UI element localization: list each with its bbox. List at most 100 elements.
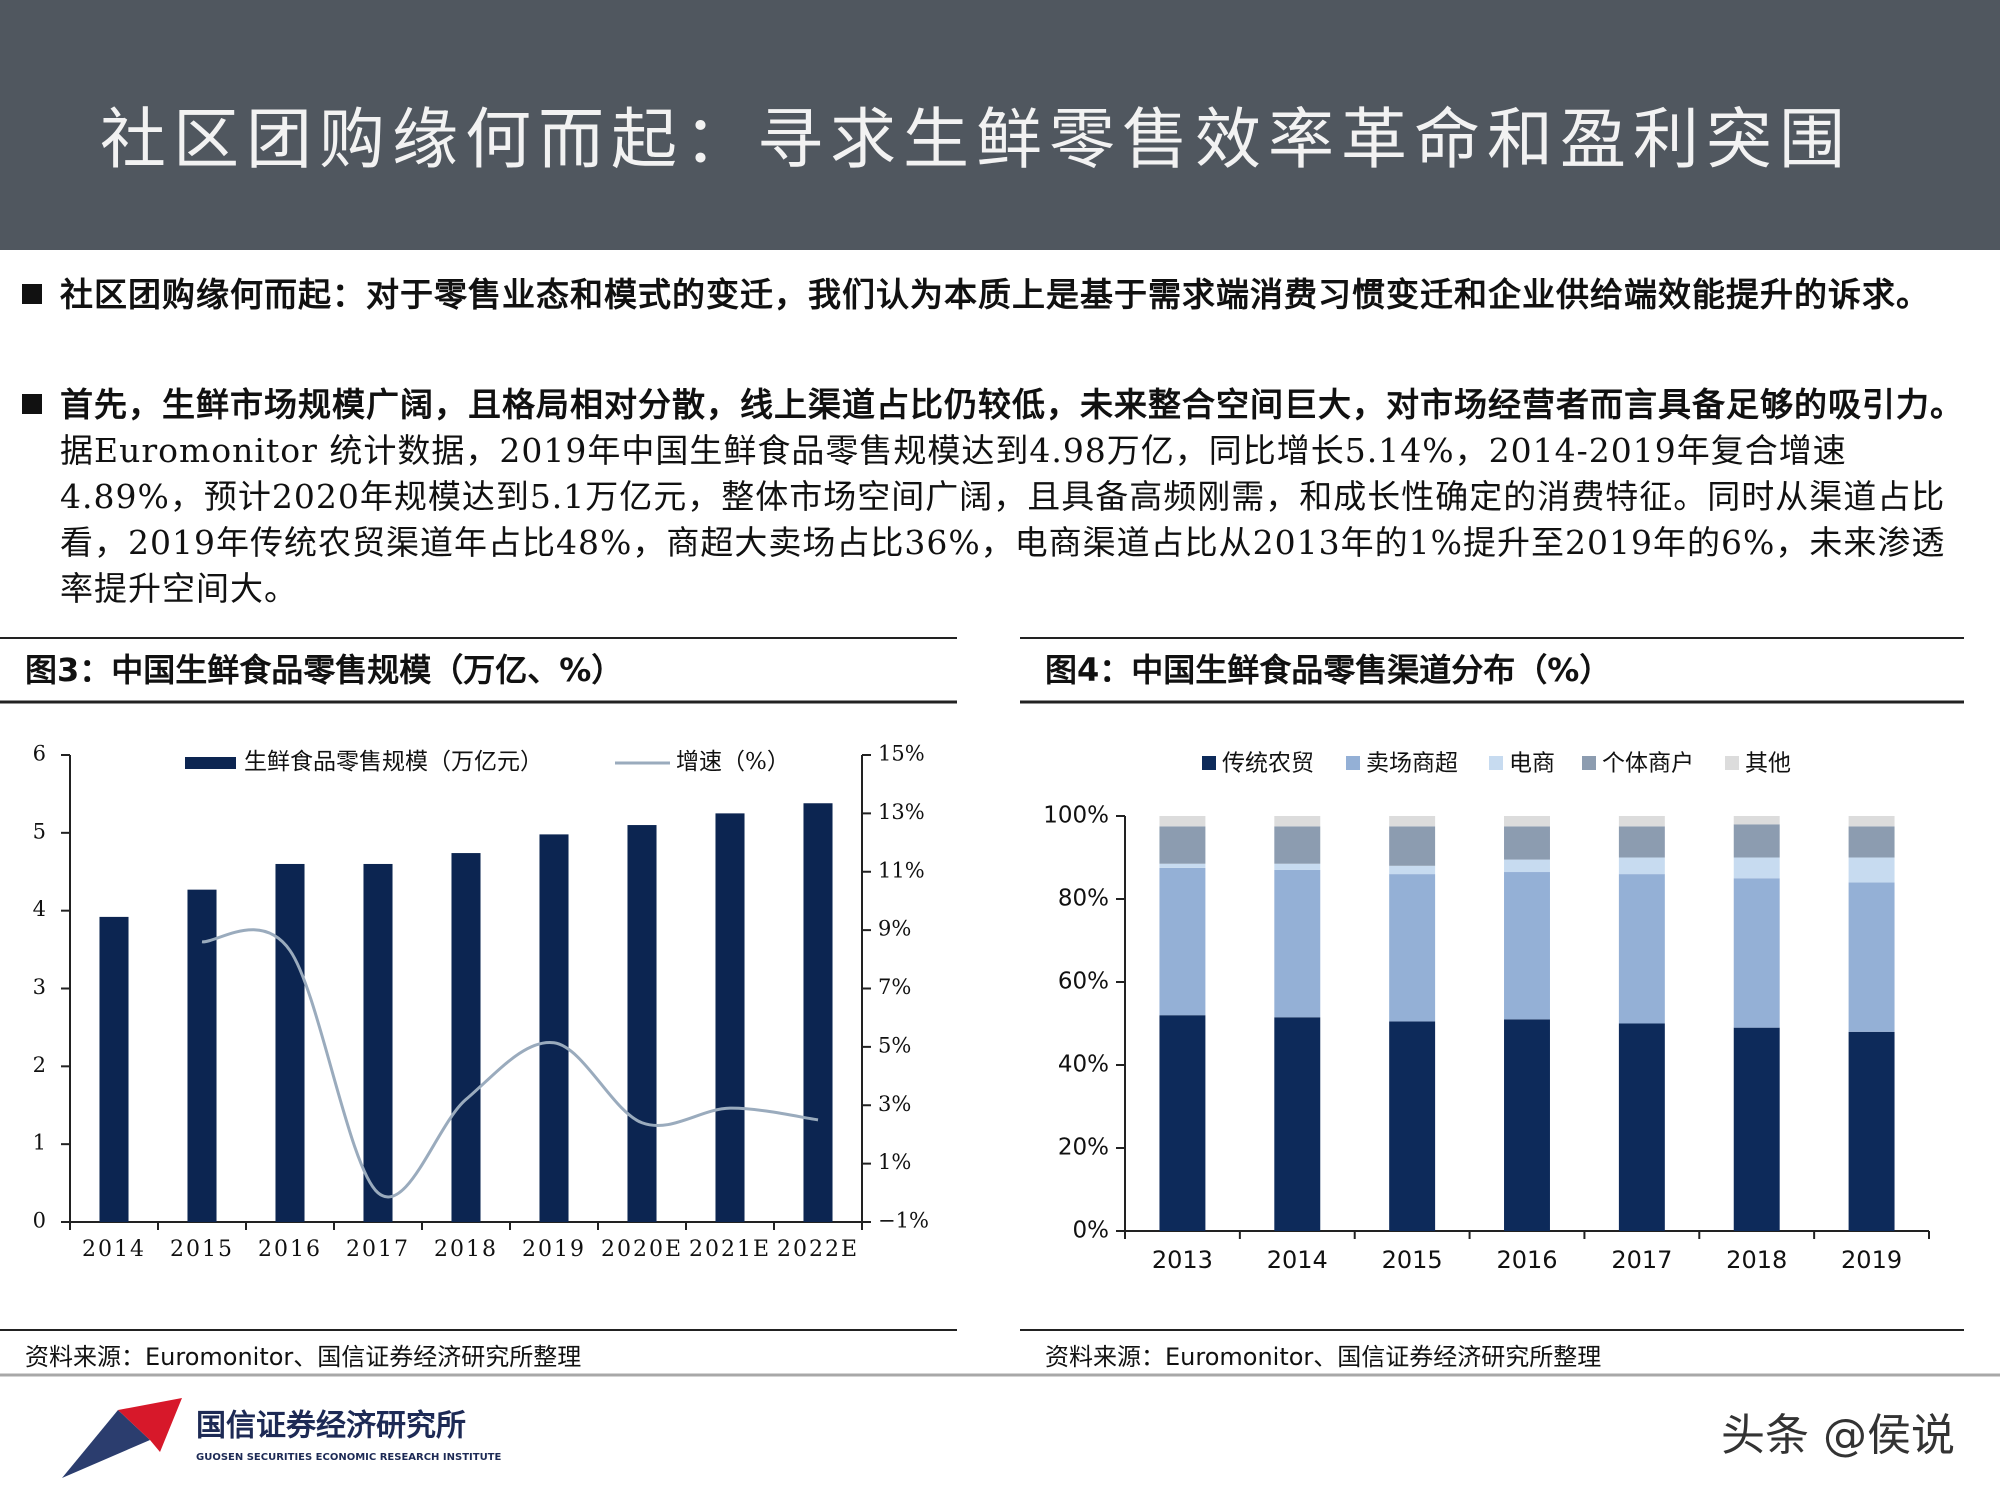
x-tick-label: 2014: [82, 1237, 146, 1262]
x-tick-label: 2017: [1611, 1246, 1672, 1274]
y2-tick-label: 5%: [878, 1033, 911, 1057]
bar-segment: [1274, 863, 1321, 870]
y-tick-label: 3: [33, 975, 46, 999]
bar-segment: [1618, 857, 1665, 875]
bar-segment: [1848, 882, 1895, 1032]
legend-label: 生鲜食品零售规模（万亿元）: [244, 749, 543, 775]
legend-swatch: [1346, 756, 1360, 770]
bar-segment: [1504, 859, 1550, 873]
chart-title: 图4：中国生鲜食品零售渠道分布（%）: [1045, 651, 1611, 689]
bar-segment: [1159, 816, 1206, 827]
bar: [99, 916, 129, 1222]
x-tick-label: 2014: [1267, 1246, 1328, 1274]
bar: [627, 825, 657, 1222]
x-tick-label: 2019: [1841, 1246, 1902, 1274]
bar-segment: [1274, 869, 1321, 1018]
bar-segment: [1159, 863, 1206, 868]
y2-tick-label: 13%: [878, 800, 925, 824]
legend-label: 电商: [1509, 751, 1555, 777]
x-tick-label: 2021E: [689, 1237, 771, 1262]
bar-segment: [1848, 816, 1895, 827]
bullet-marker: [22, 394, 42, 414]
x-tick-label: 2015: [170, 1237, 234, 1262]
bar-segment: [1733, 857, 1780, 879]
y-tick-label: 60%: [1058, 969, 1109, 995]
y-tick-label: 20%: [1058, 1135, 1109, 1161]
logo-shape: [62, 1410, 150, 1478]
legend-label: 增速（%）: [676, 749, 790, 775]
bar: [275, 863, 305, 1222]
x-tick-label: 2022E: [777, 1237, 859, 1262]
x-tick-label: 2018: [1726, 1246, 1787, 1274]
bar-segment: [1389, 874, 1436, 1022]
bar-segment: [1389, 826, 1436, 866]
bar-segment: [1848, 857, 1895, 883]
bar-segment: [1618, 1023, 1665, 1231]
legend-swatch: [1202, 756, 1216, 770]
y-tick-label: 1: [33, 1131, 46, 1155]
y2-tick-label: 7%: [878, 975, 911, 999]
x-tick-label: 2018: [434, 1237, 498, 1262]
x-tick-label: 2016: [258, 1237, 322, 1262]
y-tick-label: 2: [33, 1053, 46, 1077]
bullet: 首先，生鲜市场规模广阔，且格局相对分散，线上渠道占比仍较低，未来整合空间巨大，对…: [22, 382, 1977, 612]
y-tick-label: 40%: [1058, 1052, 1109, 1078]
y-tick-label: 6: [33, 742, 46, 766]
bullet-normal: 据Euromonitor 统计数据，2019年中国生鲜食品零售规模达到4.98万…: [60, 431, 1946, 608]
bar: [715, 813, 745, 1222]
bar: [187, 889, 217, 1222]
y-tick-label: 0%: [1073, 1218, 1110, 1244]
x-tick-label: 2016: [1496, 1246, 1557, 1274]
y-tick-label: 4: [33, 897, 46, 921]
y-tick-label: 100%: [1043, 803, 1109, 829]
legend-label: 传统农贸: [1222, 751, 1314, 777]
x-tick-label: 2015: [1382, 1246, 1443, 1274]
bar-segment: [1848, 826, 1895, 858]
bullet-marker: [22, 284, 42, 304]
bar-segment: [1733, 824, 1780, 858]
bullet-bold: 社区团购缘何而起：对于零售业态和模式的变迁，我们认为本质上是基于需求端消费习惯变…: [60, 275, 1930, 314]
bar-segment: [1618, 874, 1665, 1024]
x-tick-label: 2020E: [601, 1237, 683, 1262]
y2-tick-label: 9%: [878, 917, 911, 941]
legend-swatch: [1725, 756, 1739, 770]
chart-source: 资料来源：Euromonitor、国信证券经济研究所整理: [1045, 1343, 1601, 1371]
bullet-text: 首先，生鲜市场规模广阔，且格局相对分散，线上渠道占比仍较低，未来整合空间巨大，对…: [60, 382, 1977, 612]
bar-segment: [1733, 878, 1780, 1028]
bar: [539, 834, 569, 1222]
bar-segment: [1274, 826, 1321, 864]
bar-segment: [1274, 1017, 1321, 1231]
bar-segment: [1389, 816, 1436, 827]
bar-segment: [1504, 816, 1550, 827]
logo-subtitle: GUOSEN SECURITIES ECONOMIC RESEARCH INST…: [196, 1452, 502, 1463]
legend-label: 其他: [1745, 751, 1791, 777]
bar-segment: [1618, 826, 1665, 858]
legend-label: 卖场商超: [1366, 751, 1458, 777]
logo-name: 国信证券经济研究所: [196, 1409, 466, 1444]
y2-tick-label: 1%: [878, 1150, 911, 1174]
bullet-text: 社区团购缘何而起：对于零售业态和模式的变迁，我们认为本质上是基于需求端消费习惯变…: [60, 272, 1977, 318]
y2-tick-label: 15%: [878, 742, 925, 766]
x-tick-label: 2017: [346, 1237, 410, 1262]
logo-shape: [118, 1398, 182, 1452]
legend-label: 个体商户: [1602, 751, 1694, 777]
y-tick-label: 80%: [1058, 886, 1109, 912]
bar-segment: [1504, 826, 1550, 860]
bar-segment: [1159, 1015, 1206, 1231]
bar-segment: [1274, 816, 1321, 827]
bar-segment: [1504, 872, 1550, 1020]
y2-tick-label: 11%: [878, 858, 925, 882]
y-tick-label: 5: [33, 819, 46, 843]
page-title: 社区团购缘何而起：寻求生鲜零售效率革命和盈利突围: [100, 101, 1852, 178]
y-tick-label: 0: [33, 1209, 46, 1233]
legend-swatch: [185, 757, 236, 769]
y2-tick-label: −1%: [878, 1209, 929, 1233]
x-tick-label: 2013: [1152, 1246, 1213, 1274]
chart-source: 资料来源：Euromonitor、国信证券经济研究所整理: [25, 1343, 581, 1371]
bar-segment: [1733, 1027, 1780, 1231]
bar-segment: [1389, 865, 1436, 875]
bar-segment: [1504, 1019, 1550, 1231]
chart-title: 图3：中国生鲜食品零售规模（万亿、%）: [25, 651, 623, 689]
